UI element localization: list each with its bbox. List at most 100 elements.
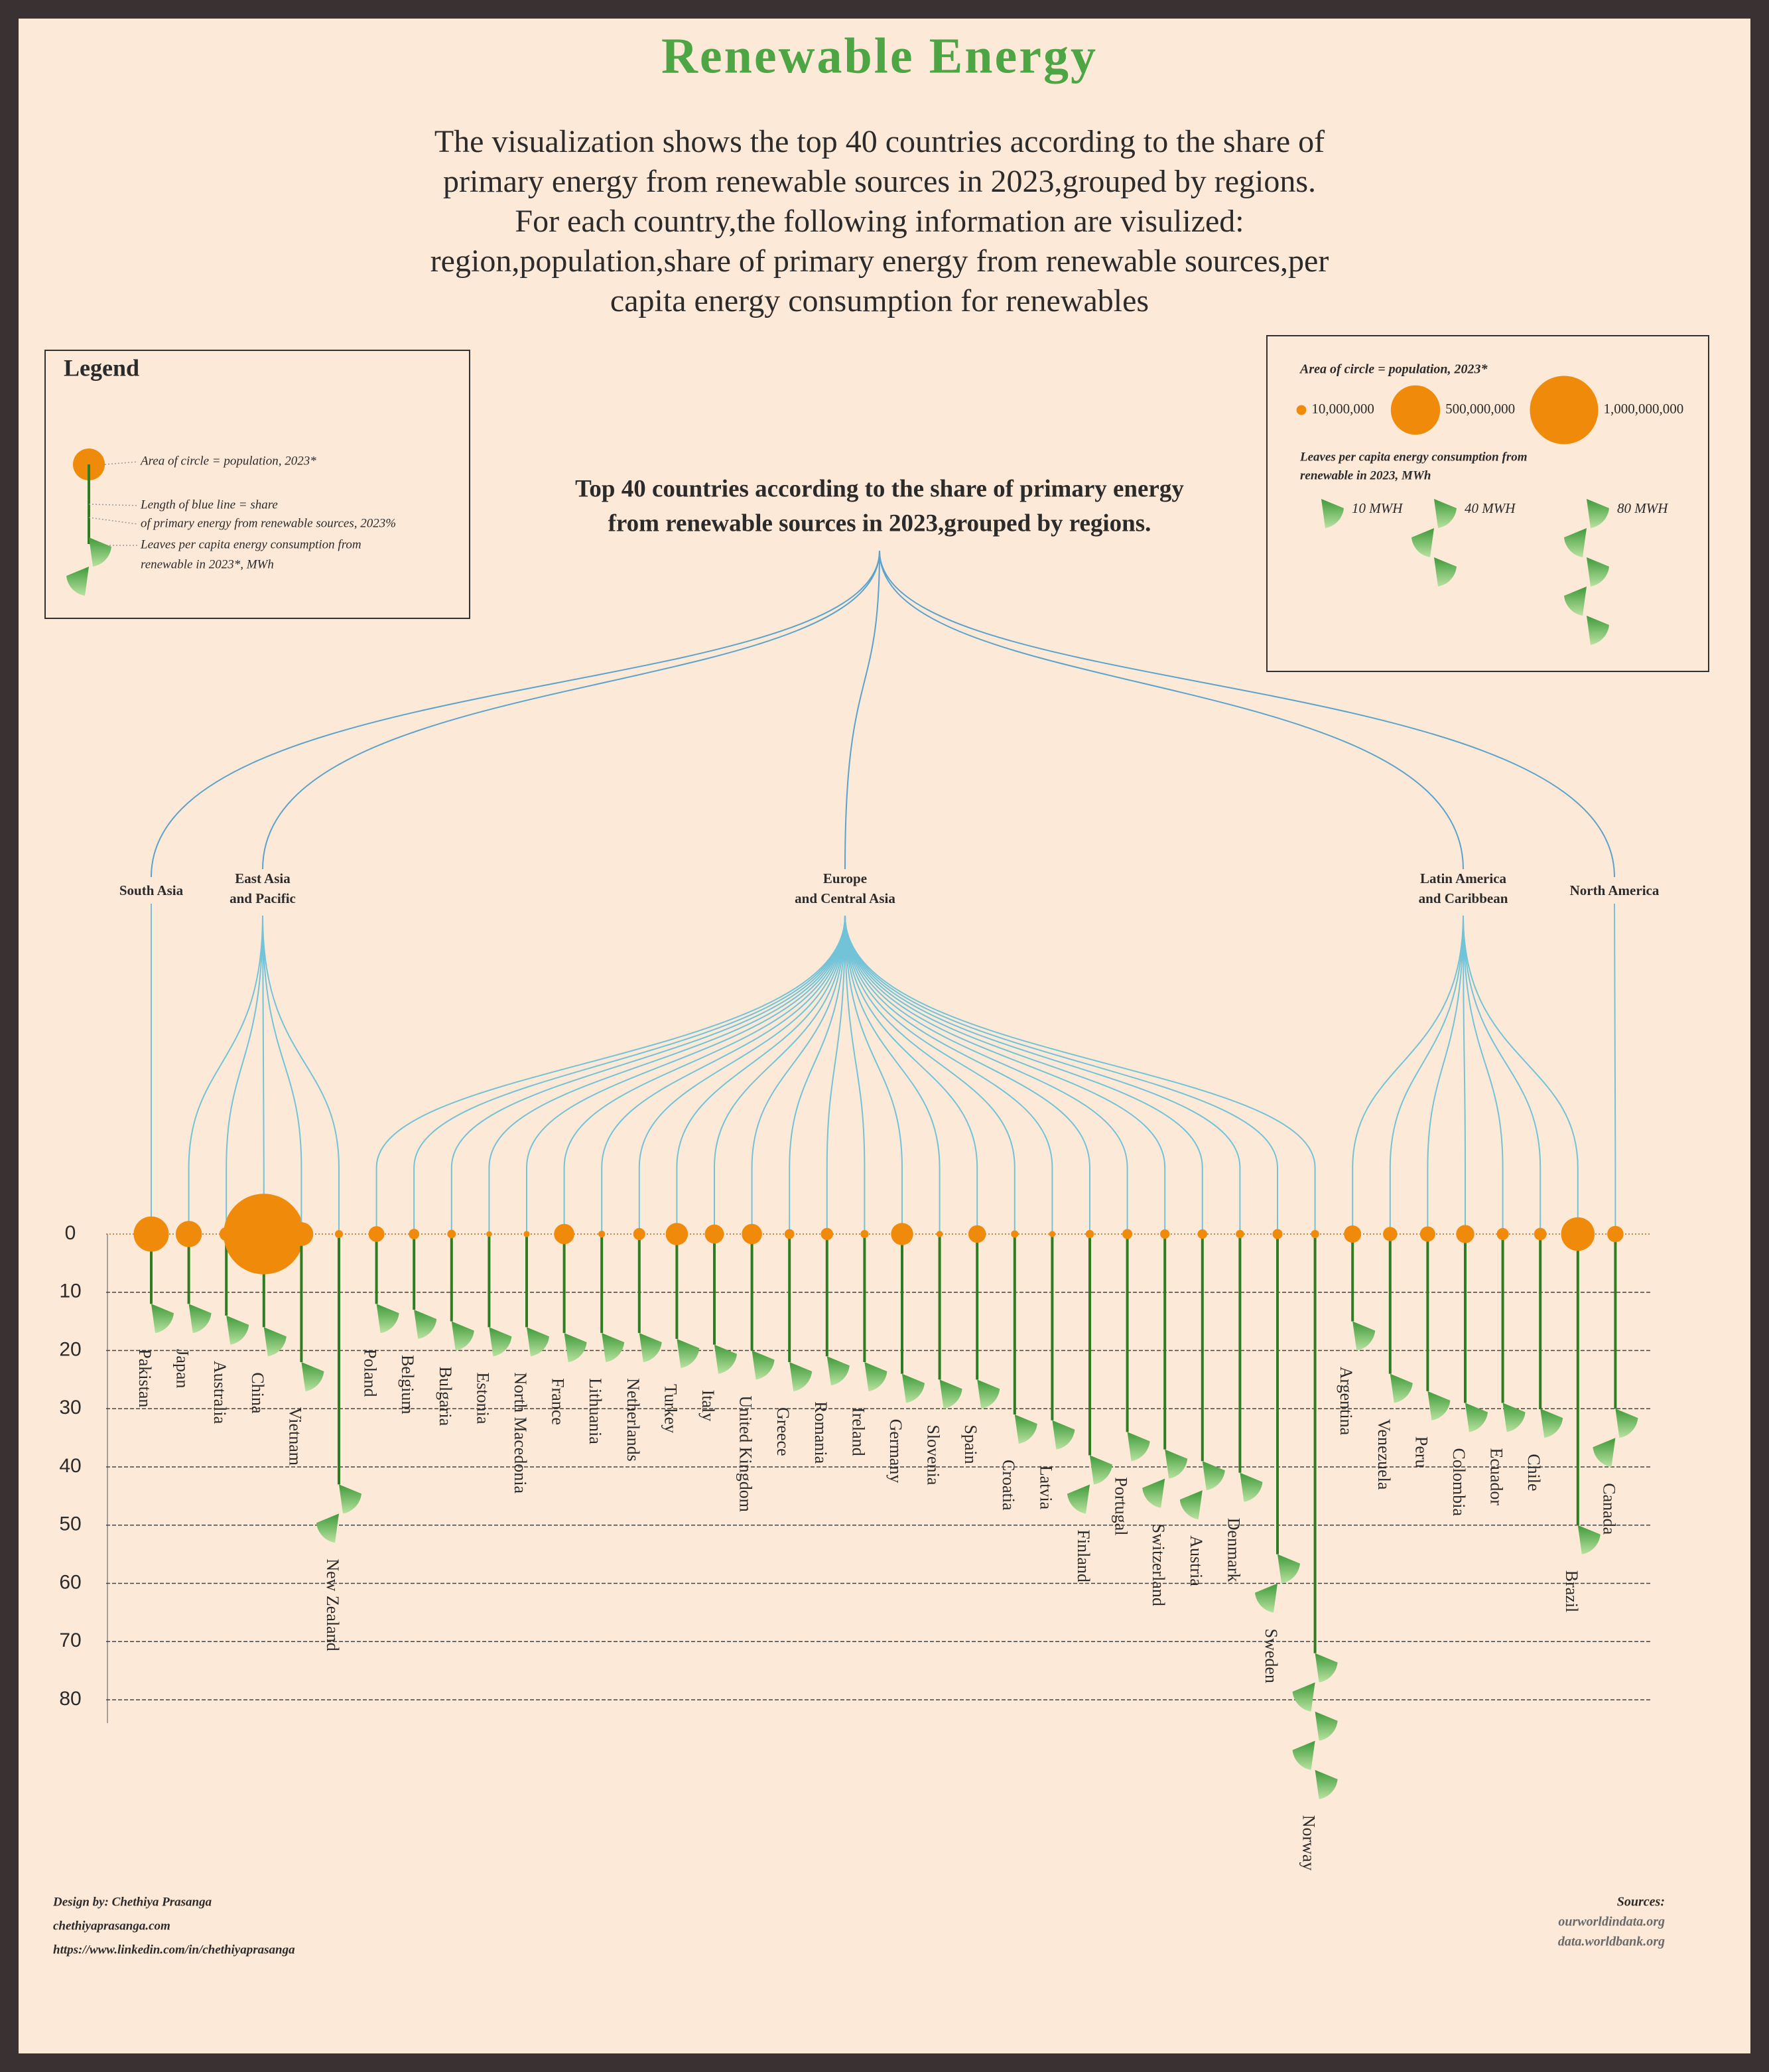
- region-label: and Central Asia: [795, 890, 895, 906]
- leaves: [1352, 1321, 1376, 1351]
- source: ourworldindata.org: [1558, 1915, 1665, 1929]
- country-label: Denmark: [1224, 1518, 1243, 1582]
- country-branch: [844, 915, 1016, 1234]
- country-branch: [262, 915, 265, 1234]
- leaves: [1179, 1461, 1225, 1520]
- leaves: [376, 1304, 399, 1334]
- y-tick-label: 60: [59, 1571, 81, 1593]
- country-label: Venezuela: [1374, 1419, 1394, 1490]
- population-circle: [784, 1229, 795, 1239]
- y-tick-label: 70: [59, 1629, 81, 1651]
- leaf: [1411, 528, 1434, 557]
- subtitle-line: The visualization shows the top 40 count…: [434, 124, 1325, 159]
- y-tick-label: 50: [59, 1513, 81, 1535]
- region-branch: [151, 550, 880, 878]
- population-circle: [1311, 1229, 1319, 1239]
- leaves: [414, 1310, 437, 1340]
- country-branch: [601, 915, 846, 1234]
- y-tick-label: 80: [59, 1688, 81, 1710]
- leaf: [1278, 1554, 1300, 1584]
- country-branch: [1463, 915, 1504, 1234]
- legend-title: Legend: [64, 354, 139, 381]
- leaf: [977, 1379, 1000, 1409]
- region-label: South Asia: [119, 882, 184, 898]
- leaves: [188, 1304, 212, 1334]
- leaf-legend-title: Leaves per capita energy consumption fro…: [1299, 450, 1528, 464]
- country-label: Spain: [961, 1424, 980, 1464]
- leaf: [1427, 1391, 1451, 1420]
- country-label: Colombia: [1449, 1448, 1469, 1516]
- leaf: [489, 1327, 512, 1357]
- population-circle: [1272, 1229, 1283, 1239]
- leaf: [1240, 1472, 1263, 1502]
- leaf: [263, 1327, 287, 1357]
- leaves: [1052, 1420, 1075, 1450]
- country-branch: [844, 915, 1090, 1234]
- leaves: [451, 1321, 474, 1351]
- population-circle: [175, 1221, 202, 1247]
- country-label: Netherlands: [623, 1378, 643, 1462]
- country-branch: [1614, 903, 1616, 1234]
- credit: Design by: Chethiya Prasanga: [52, 1895, 212, 1909]
- country-branch: [526, 915, 846, 1234]
- country-branch: [844, 915, 1128, 1234]
- country-branch: [413, 915, 846, 1234]
- country-branch: [844, 915, 941, 1234]
- country-branch: [751, 915, 846, 1234]
- country-branch: [844, 915, 1316, 1234]
- y-tick-label: 10: [59, 1280, 81, 1302]
- population-circle: [1419, 1226, 1435, 1242]
- legend-text: Area of circle = population, 2023*: [139, 454, 316, 468]
- leaves: [789, 1362, 813, 1392]
- region-label: North America: [1570, 882, 1660, 898]
- leaf: [677, 1338, 700, 1368]
- chart-title: from renewable sources in 2023,grouped b…: [608, 510, 1151, 537]
- leaves: [1564, 499, 1609, 645]
- population-circle: [368, 1226, 385, 1242]
- country-label: Estonia: [473, 1372, 492, 1424]
- population-circle: [1197, 1229, 1207, 1239]
- region-branch: [262, 550, 880, 870]
- population-circle: [486, 1231, 492, 1237]
- leaf: [1587, 499, 1609, 528]
- leaf: [1255, 1583, 1278, 1613]
- country-branch: [789, 915, 846, 1234]
- leaves: [1427, 1391, 1451, 1420]
- leaf: [602, 1333, 625, 1363]
- population-circle: [742, 1223, 762, 1245]
- population-circle: [409, 1229, 420, 1239]
- leaf: [1434, 499, 1457, 528]
- subtitle-line: capita energy consumption for renewables: [610, 283, 1149, 318]
- leaves: [677, 1338, 700, 1368]
- leaf-legend-title: renewable in 2023, MWh: [1300, 468, 1431, 482]
- population-circle: [1122, 1229, 1133, 1239]
- leaves: [1593, 1409, 1638, 1468]
- source: data.worldbank.org: [1558, 1935, 1665, 1949]
- legend-text: Length of blue line = share: [140, 498, 278, 512]
- country-label: Romania: [811, 1401, 830, 1464]
- leaf: [527, 1327, 549, 1357]
- source: Sources:: [1617, 1895, 1665, 1909]
- leaves: [1292, 1653, 1338, 1799]
- y-tick-label: 40: [59, 1455, 81, 1477]
- leaf: [564, 1333, 587, 1363]
- leaf: [1587, 557, 1609, 587]
- size-legend-label: 1,000,000,000: [1604, 401, 1684, 417]
- leaf: [752, 1350, 775, 1380]
- leaves: [489, 1327, 512, 1357]
- population-circle: [554, 1223, 574, 1245]
- leaf: [939, 1379, 962, 1409]
- population-circle: [1236, 1229, 1244, 1239]
- leaves: [1240, 1472, 1263, 1502]
- leaves: [564, 1333, 587, 1363]
- country-branch: [714, 915, 846, 1234]
- country-branch: [1463, 915, 1541, 1234]
- leaves: [1390, 1373, 1413, 1403]
- leaves: [1067, 1455, 1112, 1514]
- country-branch: [262, 915, 340, 1234]
- leaf: [1564, 528, 1587, 557]
- country-branch: [375, 915, 846, 1234]
- country-branch: [262, 915, 302, 1234]
- leaf-legend-label: 80 MWH: [1617, 500, 1669, 516]
- population-circle: [704, 1224, 724, 1244]
